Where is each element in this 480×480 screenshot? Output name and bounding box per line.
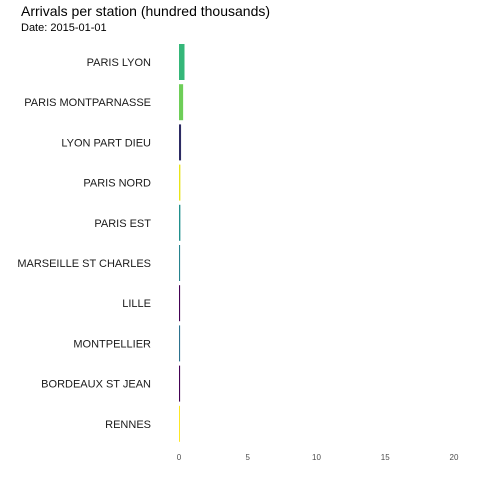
bar: [179, 84, 184, 121]
bar: [179, 405, 180, 442]
category-label: RENNES: [105, 419, 151, 431]
chart-subtitle: Date: 2015-01-01: [21, 22, 107, 34]
category-label: PARIS NORD: [83, 178, 151, 190]
category-label: MONTPELLIER: [73, 338, 151, 350]
x-tick-label: 0: [177, 453, 182, 462]
category-label: PARIS EST: [94, 218, 151, 230]
bar: [179, 245, 181, 281]
category-label: MARSEILLE ST CHARLES: [17, 258, 151, 270]
category-label: BORDEAUX ST JEAN: [41, 379, 151, 391]
chart-title: Arrivals per station (hundred thousands): [21, 3, 271, 19]
category-label: PARIS LYON: [87, 57, 151, 69]
bar: [179, 124, 182, 161]
category-label: LILLE: [122, 298, 151, 310]
x-tick-label: 20: [450, 453, 459, 462]
bar: [179, 204, 181, 241]
x-axis-ticks: 0 5 10 15 20: [177, 453, 459, 462]
x-tick-label: 5: [246, 453, 251, 462]
bar: [179, 325, 181, 362]
x-tick-label: 15: [381, 453, 390, 462]
category-label: LYON PART DIEU: [61, 137, 151, 149]
bar: [179, 365, 181, 402]
x-tick-label: 10: [312, 453, 321, 462]
bars: [179, 44, 185, 442]
bar: [179, 44, 185, 80]
category-label: PARIS MONTPARNASSE: [24, 97, 151, 109]
bar: [179, 164, 181, 201]
bar: [179, 285, 181, 322]
category-labels: PARIS LYON PARIS MONTPARNASSE LYON PART DI…: [17, 57, 151, 431]
